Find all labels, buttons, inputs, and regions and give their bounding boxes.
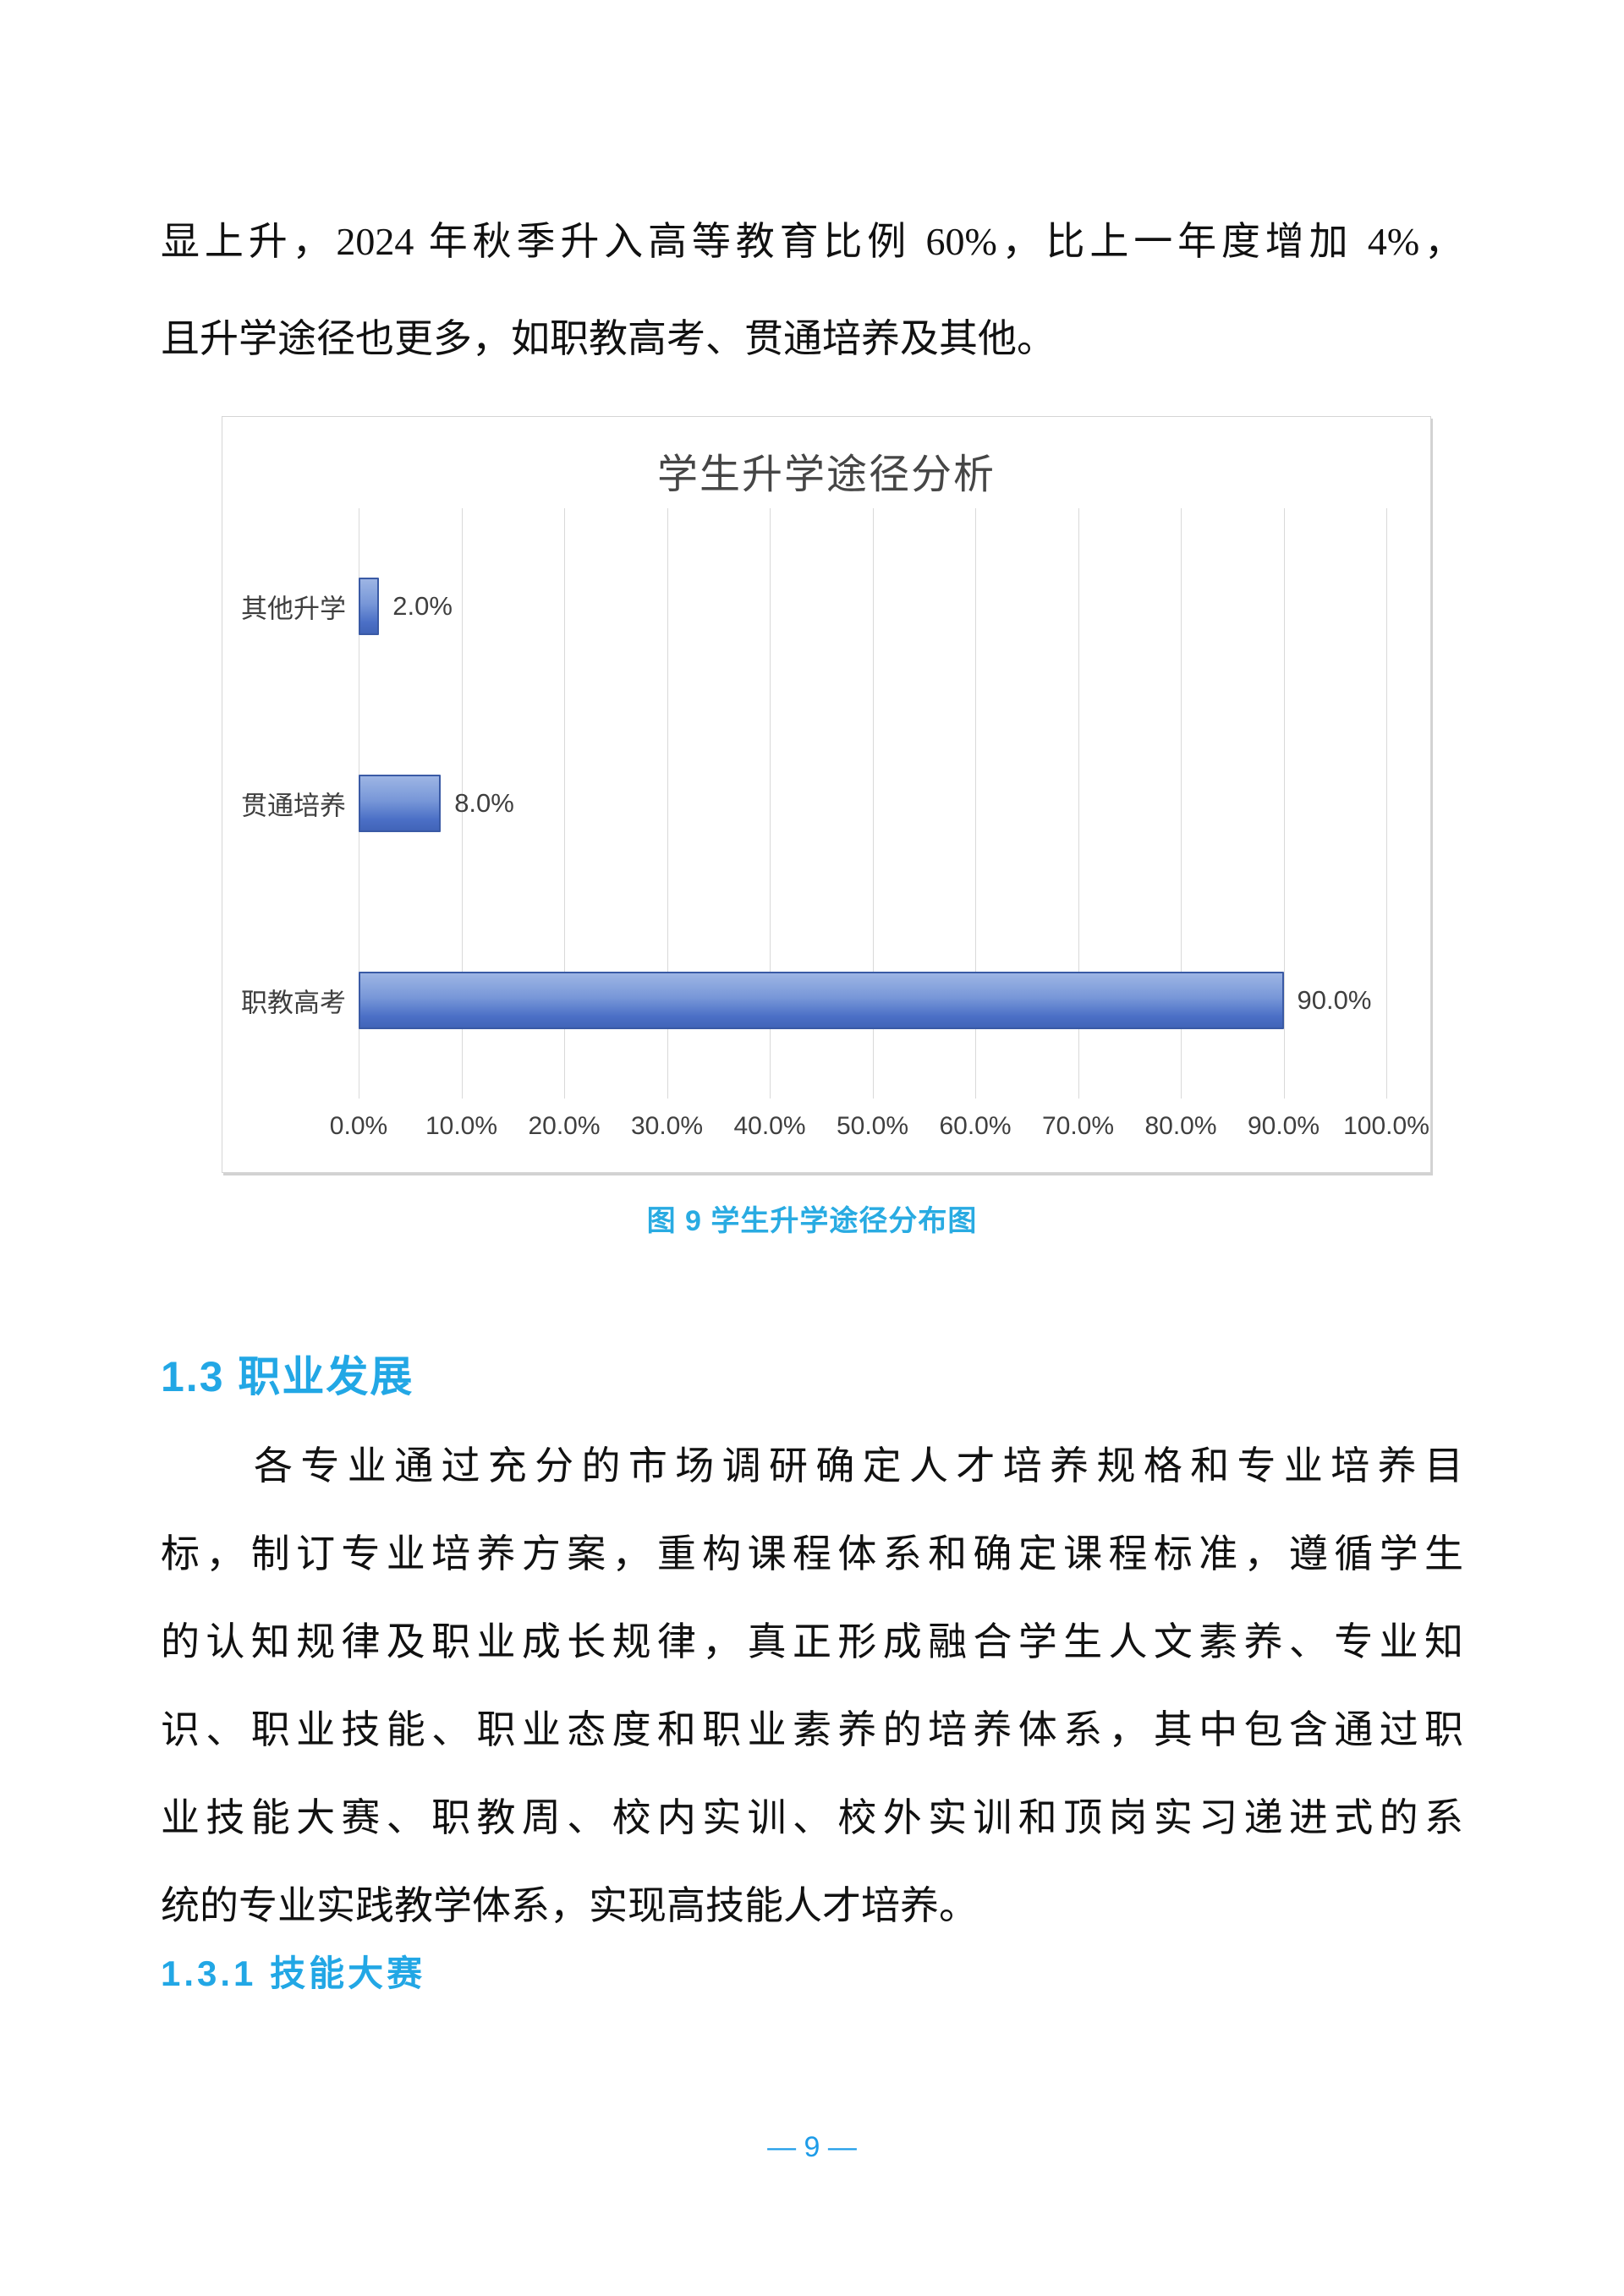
gridline [1181,508,1182,1099]
bar [359,971,1284,1029]
value-label: 8.0% [454,788,514,818]
paragraph-line: 统的专业实践教学体系，实现高技能人才培养。 [161,1884,978,1927]
category-label: 其他升学 [241,594,346,624]
x-tick-label: 100.0% [1343,1112,1429,1140]
section-heading-1-3: 1.3 职业发展 [161,1353,414,1400]
chart: 学生升学途径分析 0.0% 10.0% 20.0% 30.0% 40.0% 50.0% 60… [222,416,1431,1173]
gridline [1386,508,1387,1099]
x-tick-label: 60.0% [939,1112,1012,1140]
value-label: 2.0% [392,591,453,622]
paragraph-line: 标，制订专业培养方案，重构课程体系和确定课程标准，遵循学生 [161,1532,1463,1575]
paragraph-line: 显上升，2024 年秋季升入高等教育比例 60%，比上一年度增加 4%， [161,220,1463,263]
section-paragraph: 各专业通过充分的市场调研确定人才培养规格和专业培养目 标，制订专业培养方案，重构… [161,1422,1463,1950]
paragraph-line: 识、职业技能、职业态度和职业素养的培养体系，其中包含通过职 [161,1708,1463,1751]
x-tick-label: 50.0% [836,1112,909,1140]
gridline [564,508,565,1099]
gridline [770,508,771,1099]
x-tick-label: 80.0% [1144,1112,1217,1140]
figure-caption: 图 9 学生升学途径分布图 [646,1205,978,1237]
gridline [461,508,463,1099]
gridline [872,508,874,1099]
section-heading-1-3-1: 1.3.1 技能大赛 [161,1954,426,1993]
paragraph-line: 的认知规律及职业成长规律，真正形成融合学生人文素养、专业知 [161,1620,1463,1663]
chart-title: 学生升学途径分析 [656,452,996,497]
gridline [975,508,976,1099]
x-tick-label: 0.0% [329,1112,388,1140]
x-tick-label: 40.0% [733,1112,806,1140]
gridline [1078,508,1079,1099]
page-number: — 9 — [767,2131,857,2163]
value-label: 90.0% [1297,984,1372,1015]
x-tick-label: 20.0% [528,1112,601,1140]
paragraph-line: 业技能大赛、职教周、校内实训、校外实训和顶岗实习递进式的系 [161,1796,1463,1839]
x-tick-label: 10.0% [425,1112,498,1140]
gridline [1283,508,1285,1099]
bar [359,578,380,636]
bar [359,775,442,832]
category-label: 贯通培养 [241,791,346,821]
x-tick-label: 70.0% [1041,1112,1115,1140]
gridline [667,508,668,1099]
x-tick-label: 30.0% [630,1112,704,1140]
intro-paragraph: 显上升，2024 年秋季升入高等教育比例 60%，比上一年度增加 4%， 且升学… [161,193,1463,387]
paragraph-line: 且升学途径也更多，如职教高考、贯通培养及其他。 [161,317,1056,360]
x-tick-label: 90.0% [1247,1112,1320,1140]
paragraph-line: 各专业通过充分的市场调研确定人才培养规格和专业培养目 [254,1444,1463,1488]
category-label: 职教高考 [241,988,346,1018]
